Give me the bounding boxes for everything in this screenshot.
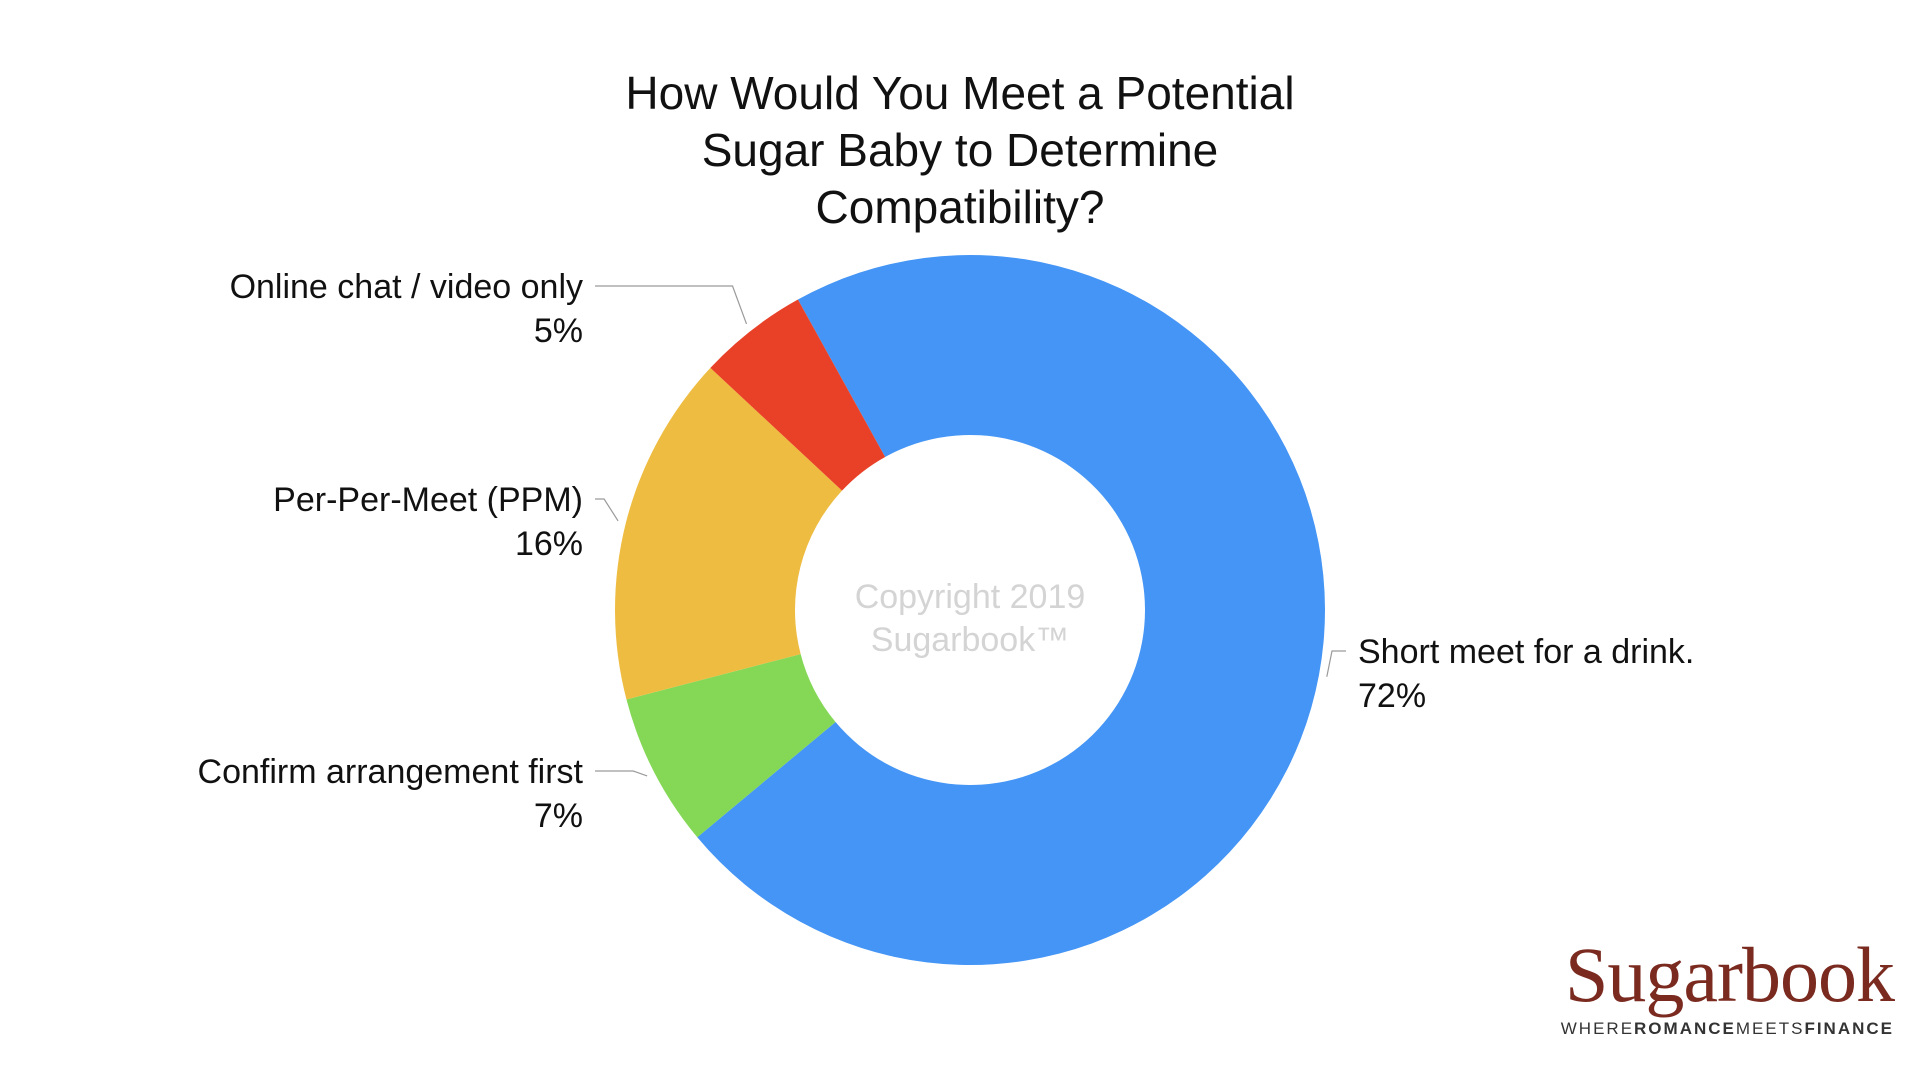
watermark-line-1: Copyright 2019 [855,578,1086,616]
donut-slices [614,254,1325,965]
label-confirm-arrangement-first: Confirm arrangement first [198,753,584,791]
logo-tagline: WHEREROMANCEMEETSFINANCE [1494,1019,1894,1039]
leader-line-per-per-meet-ppm [595,498,619,522]
chart-title-line-1: How Would You Meet a Potential [625,67,1295,119]
value-label-confirm-arrangement-first: 7% [534,797,583,835]
label-online-chat-video-only: Online chat / video only [230,268,583,306]
slice-labels: Short meet for a drink. 72% Confirm arrang… [198,268,1695,835]
leader-line-confirm-arrangement-first [595,770,648,777]
label-short-meet-for-a-drink: Short meet for a drink. [1358,633,1694,671]
value-label-online-chat-video-only: 5% [534,312,583,350]
leader-lines [595,285,1346,777]
chart-title-line-3: Compatibility? [815,181,1105,233]
leader-line-online-chat-video-only [595,285,748,325]
value-label-per-per-meet-ppm: 16% [515,525,583,563]
logo-wordmark: Sugarbook [1565,931,1895,1018]
label-per-per-meet-ppm: Per-Per-Meet (PPM) [273,481,583,519]
logo-tagline-meets: MEETS [1735,1019,1805,1038]
slice-online-chat-video-only [710,299,886,491]
slice-short-meet-for-a-drink [697,254,1325,965]
watermark-line-2: Sugarbook™ [871,621,1069,659]
slice-confirm-arrangement-first [626,654,836,838]
chart-title: How Would You Meet a Potential Sugar Bab… [460,65,1460,236]
value-label-short-meet-for-a-drink: 72% [1358,677,1426,715]
logo-tagline-finance: FINANCE [1804,1019,1894,1038]
logo-tagline-romance: ROMANCE [1634,1019,1736,1038]
leader-line-short-meet-for-a-drink [1326,650,1346,677]
slice-per-per-meet-ppm [614,367,843,700]
sugarbook-logo: Sugarbook WHEREROMANCEMEETSFINANCE [1494,931,1895,1039]
chart-title-line-2: Sugar Baby to Determine [701,124,1219,176]
logo-tagline-where: WHERE [1560,1019,1635,1038]
